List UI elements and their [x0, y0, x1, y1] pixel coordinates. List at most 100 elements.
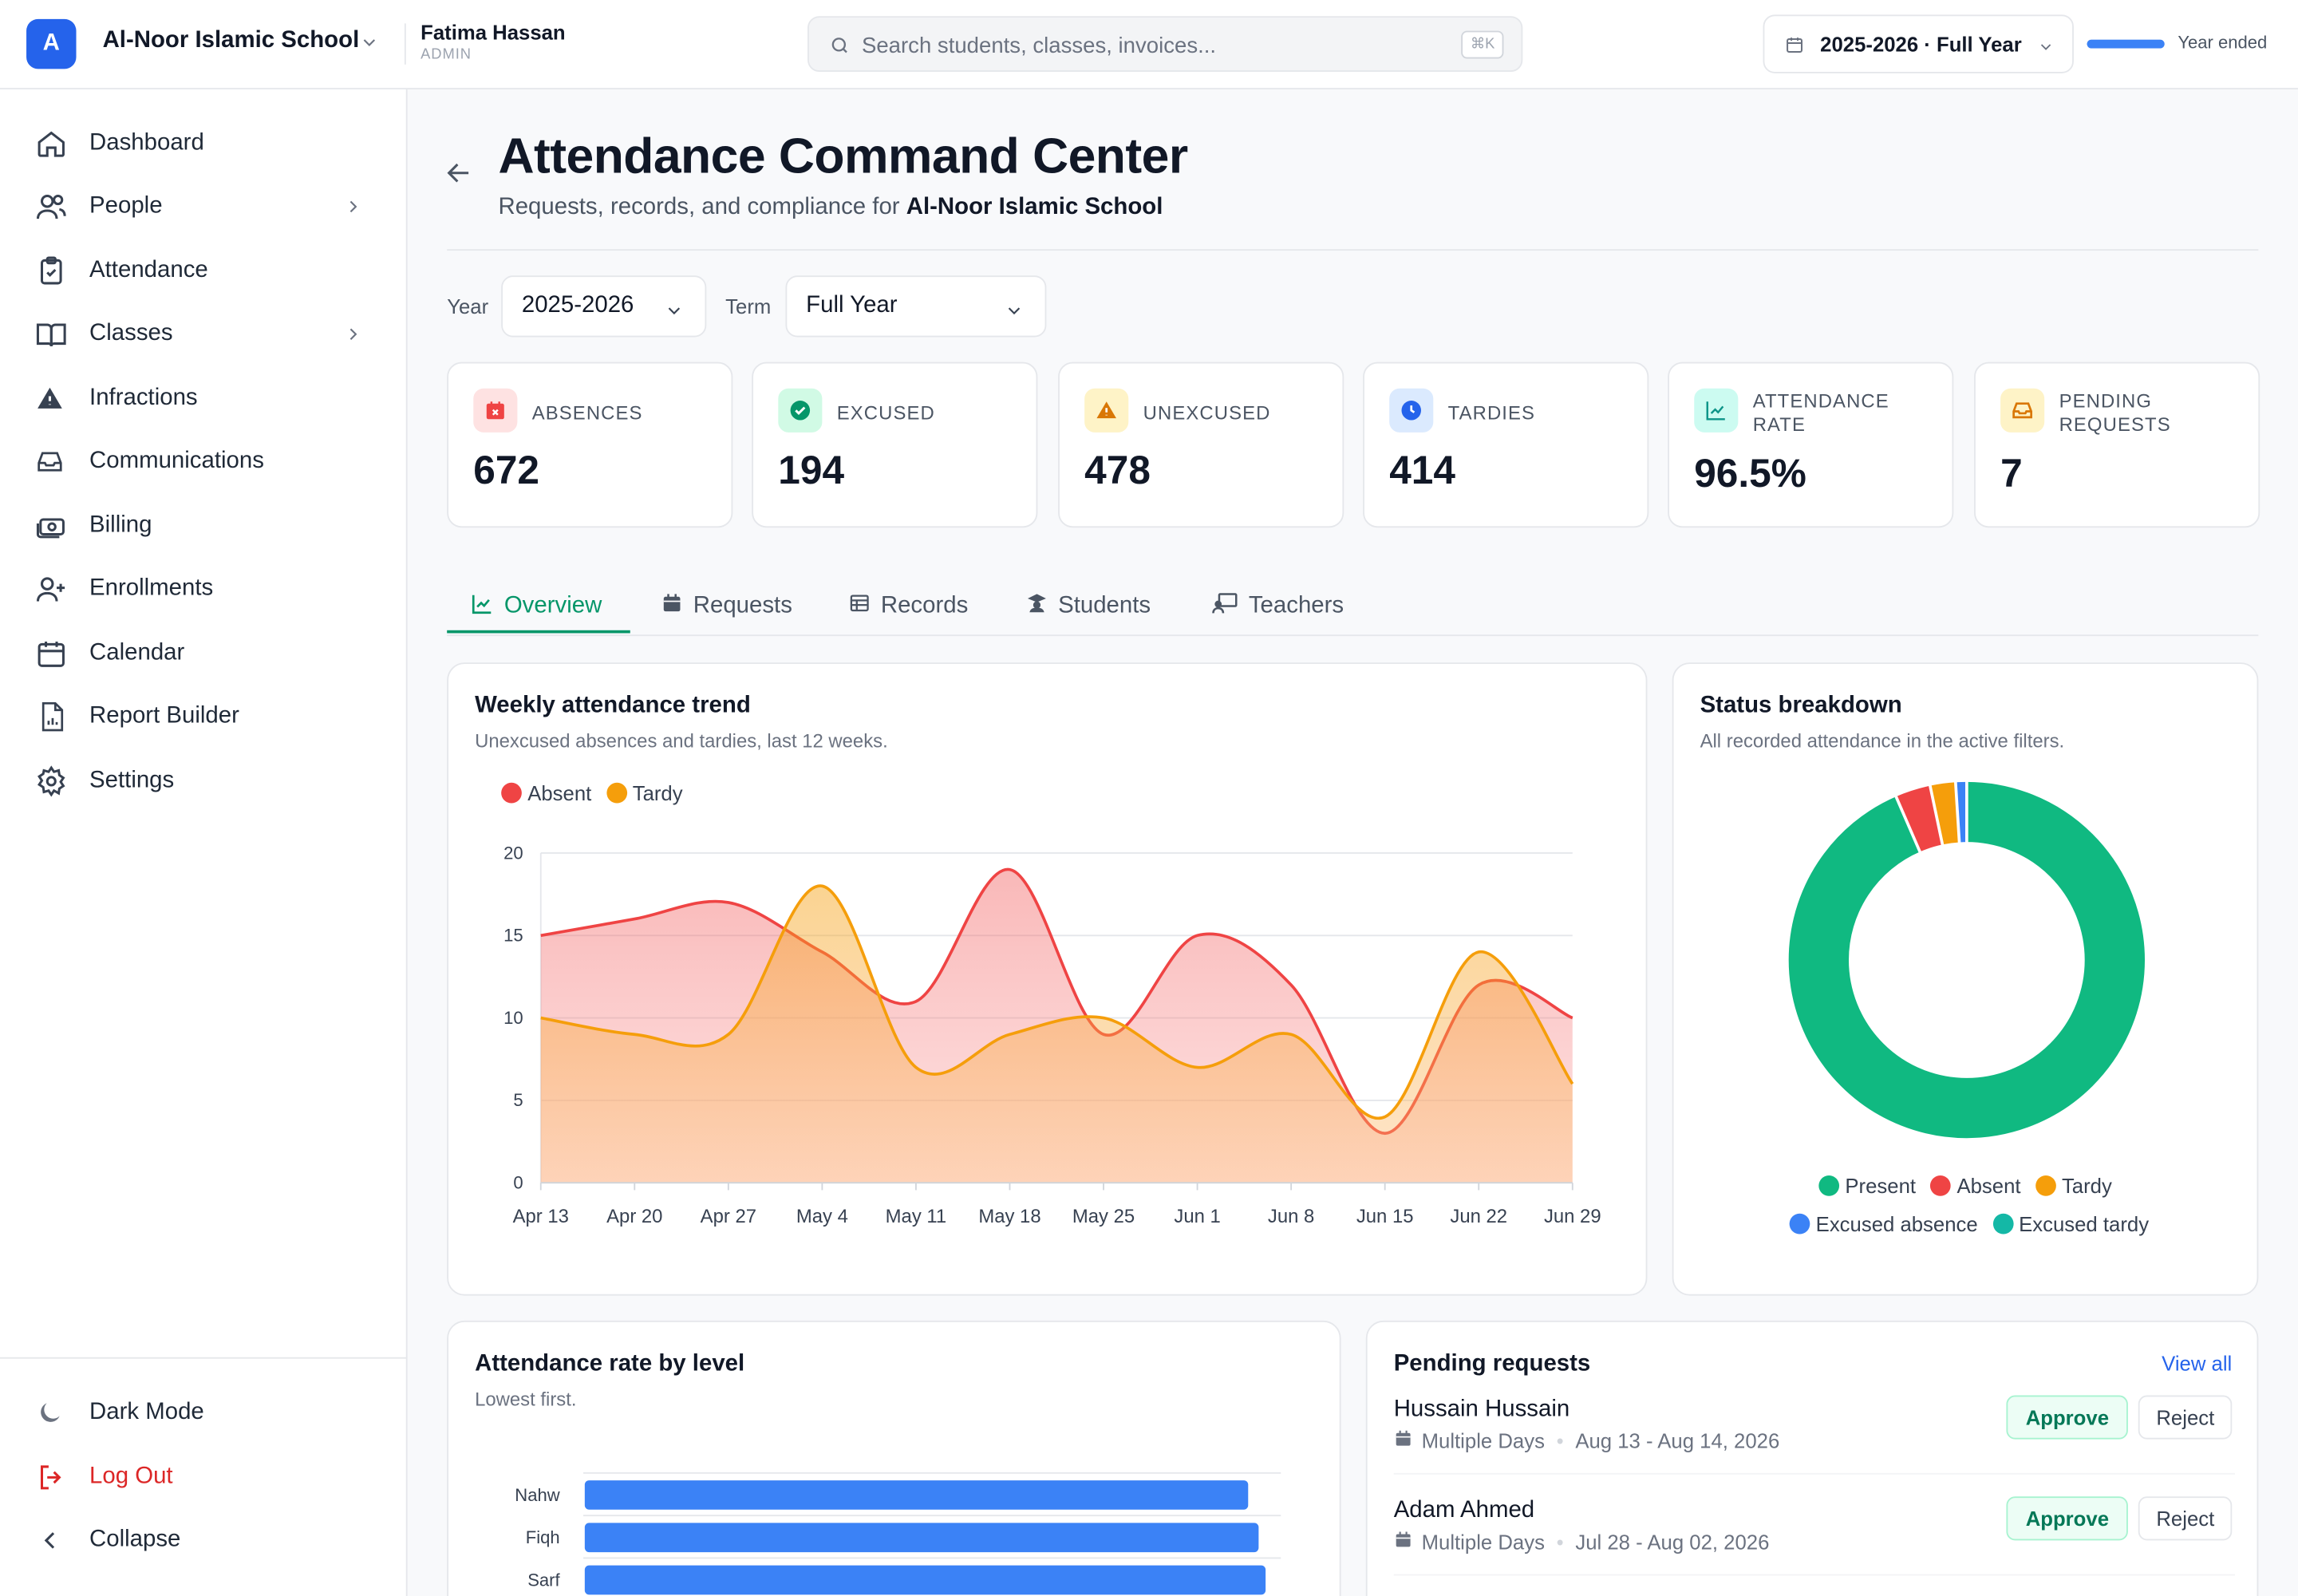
reject-button[interactable]: Reject [2138, 1496, 2233, 1541]
school-name[interactable]: Al-Noor Islamic School [102, 27, 360, 53]
request-dates: Jul 28 - Aug 02, 2026 [1575, 1530, 1770, 1554]
year-filter-value: 2025-2026 [521, 293, 634, 318]
bar-category-label: Sarf [527, 1570, 560, 1590]
page-subtitle-prefix: Requests, records, and compliance for [498, 195, 906, 220]
search-input[interactable] [861, 29, 1448, 62]
calendar-icon [1394, 1429, 1413, 1452]
legend-swatch-absent [1930, 1175, 1952, 1196]
weekly-trend-chart: 0 5 10 15 20 Apr 13 Apr 20 Apr 27 May 4 May 11 May… [503, 843, 1601, 1227]
y-tick-label: 10 [503, 1008, 523, 1028]
sidebar-item-attendance[interactable]: Attendance [35, 249, 372, 293]
log-out-icon [35, 1461, 73, 1493]
tab-requests[interactable]: Requests [661, 580, 792, 633]
attendance-by-level-card: Attendance rate by level Lowest first. N… [447, 1320, 1341, 1596]
tab-teachers[interactable]: Teachers [1212, 580, 1344, 633]
dark-mode-toggle[interactable]: Dark Mode [35, 1391, 372, 1435]
legend-label-tardy[interactable]: Tardy [2061, 1174, 2112, 1198]
presentation-icon [1212, 592, 1238, 622]
sidebar-item-classes[interactable]: Classes [35, 312, 372, 356]
chevron-right-icon[interactable] [343, 196, 364, 217]
card-title: Pending requests [1393, 1351, 1591, 1377]
kpi-label: ABSENCES [531, 401, 643, 424]
inbox-icon [35, 445, 73, 477]
active-tab-indicator [447, 630, 630, 634]
calendar-icon [1787, 38, 1802, 53]
collapse-label: Collapse [89, 1527, 181, 1553]
clock-icon [1389, 388, 1434, 433]
school-logo[interactable]: A [26, 18, 77, 69]
legend-swatch-excused-tardy [1992, 1213, 2013, 1235]
kpi-card-pending-requests: PENDING REQUESTS 7 [1974, 361, 2260, 528]
sidebar-item-label: Report Builder [89, 703, 239, 729]
legend-label-absent[interactable]: Absent [527, 780, 592, 805]
view-all-link[interactable]: View all [2162, 1351, 2233, 1375]
sidebar-item-billing[interactable]: Billing [35, 504, 372, 548]
year-filter-select[interactable]: 2025-2026 [501, 275, 707, 338]
legend-swatch-absent [501, 782, 522, 804]
user-role: ADMIN [421, 46, 472, 63]
sidebar-item-label: Enrollments [89, 575, 214, 602]
chevron-right-icon[interactable] [343, 324, 364, 345]
reject-button[interactable]: Reject [2138, 1395, 2233, 1440]
sidebar-item-people[interactable]: People [35, 184, 372, 228]
x-tick-label: Apr 13 [513, 1206, 569, 1227]
users-icon [35, 191, 73, 223]
sidebar-item-dashboard[interactable]: Dashboard [35, 121, 372, 165]
collapse-button[interactable]: Collapse [35, 1519, 372, 1562]
request-type: Multiple Days [1421, 1530, 1545, 1554]
sidebar-item-settings[interactable]: Settings [35, 759, 372, 803]
back-arrow-icon[interactable] [444, 158, 474, 188]
card-title: Weekly attendance trend [475, 693, 751, 718]
book-open-icon [35, 318, 73, 350]
term-filter-value: Full Year [806, 293, 898, 318]
legend-label-absent[interactable]: Absent [1956, 1174, 2021, 1198]
term-filter-label: Term [725, 294, 772, 318]
sidebar-item-report-builder[interactable]: Report Builder [35, 695, 372, 739]
legend-label-excused-tardy[interactable]: Excused tardy [2019, 1211, 2150, 1236]
calendar-icon [1394, 1531, 1413, 1554]
bar-sarf[interactable] [584, 1565, 1266, 1595]
log-out-label: Log Out [89, 1464, 173, 1490]
term-filter-select[interactable]: Full Year [785, 275, 1047, 338]
sidebar-item-enrollments[interactable]: Enrollments [35, 567, 372, 611]
meta-separator: • [1556, 1530, 1564, 1554]
tabs-divider [447, 634, 2259, 637]
bar-nahw[interactable] [584, 1480, 1249, 1510]
search-bar[interactable]: ⌘K [807, 16, 1523, 72]
sidebar-item-label: Dashboard [89, 130, 204, 156]
sidebar-item-calendar[interactable]: Calendar [35, 632, 372, 676]
year-picker[interactable]: 2025-2026 · Full Year [1763, 14, 2074, 73]
x-tick-label: Jun 15 [1356, 1206, 1414, 1227]
legend-swatch-present [1818, 1175, 1840, 1196]
log-out-button[interactable]: Log Out [35, 1456, 372, 1499]
approve-button[interactable]: Approve [2006, 1496, 2128, 1541]
card-subtitle: Lowest first. [475, 1388, 577, 1410]
y-tick-label: 20 [503, 843, 523, 863]
status-breakdown-card: Status breakdown All recorded attendance… [1672, 662, 2259, 1296]
warning-icon [1084, 388, 1129, 433]
kpi-label: UNEXCUSED [1143, 401, 1271, 424]
tab-students[interactable]: Students [1026, 580, 1151, 633]
tab-records[interactable]: Records [848, 580, 968, 633]
x-tick-label: Apr 27 [701, 1206, 756, 1227]
bar-fiqh[interactable] [584, 1523, 1259, 1553]
kpi-card-tardies: TARDIES 414 [1363, 361, 1649, 528]
legend-label-present[interactable]: Present [1845, 1174, 1917, 1198]
user-plus-icon [35, 573, 73, 605]
approve-button[interactable]: Approve [2006, 1395, 2128, 1440]
request-meta: Multiple Days • Jul 28 - Aug 02, 2026 [1394, 1530, 1770, 1554]
pending-requests-card: Pending requests View all Hussain Hussai… [1365, 1320, 2259, 1596]
legend-label-excused-absence[interactable]: Excused absence [1815, 1211, 1978, 1236]
sidebar-item-infractions[interactable]: Infractions [35, 377, 372, 421]
chevron-down-icon[interactable] [359, 32, 380, 53]
check-circle-icon [778, 388, 823, 433]
legend-label-tardy[interactable]: Tardy [632, 780, 683, 805]
tab-overview[interactable]: Overview [471, 580, 602, 633]
donut-slice-present[interactable] [1788, 781, 2146, 1139]
chevron-down-icon [2040, 44, 2051, 50]
home-icon [35, 128, 73, 160]
kpi-value: 414 [1389, 448, 1455, 493]
sidebar-item-communications[interactable]: Communications [35, 440, 372, 484]
chevron-down-icon [1008, 307, 1021, 315]
search-icon [831, 38, 847, 53]
